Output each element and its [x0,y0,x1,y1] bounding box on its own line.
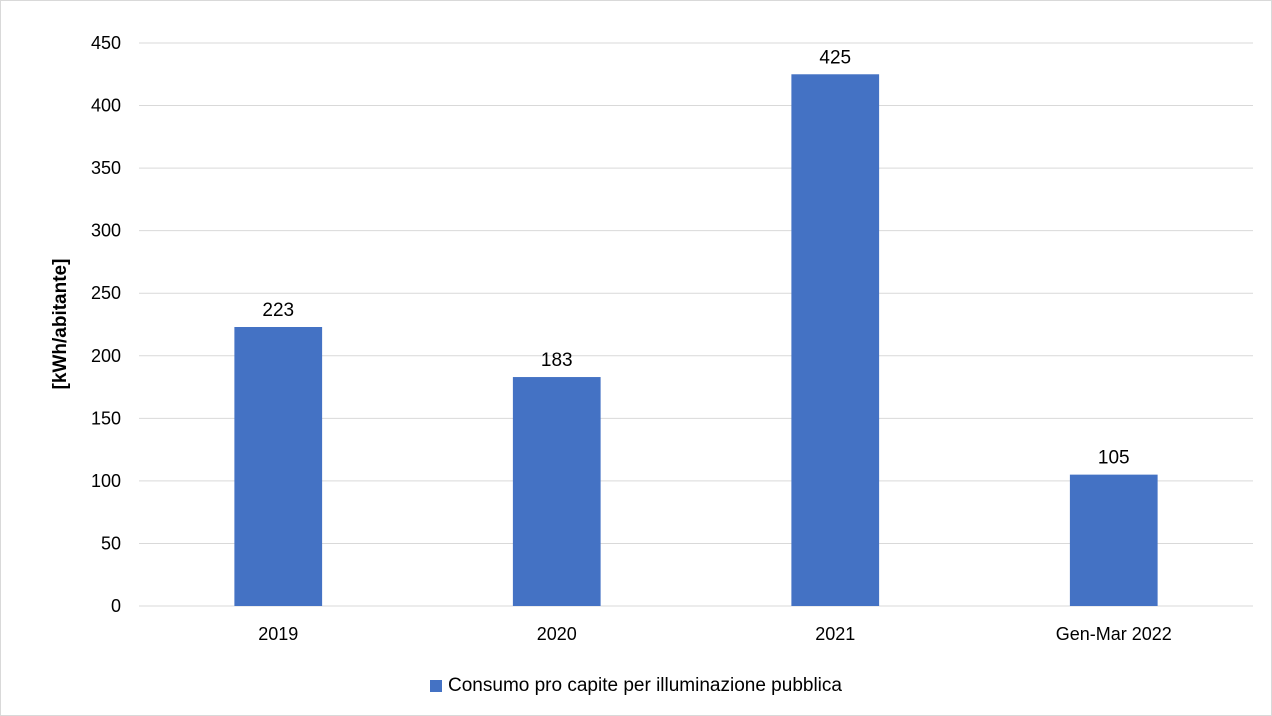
x-tick-label: 2019 [258,624,298,644]
data-labels: 223 183 425 105 [262,47,1129,468]
y-tick-label: 200 [91,346,121,366]
y-tick-label: 450 [91,33,121,53]
bar [512,377,601,606]
y-tick-label: 50 [101,533,121,553]
y-tick-label: 300 [91,221,121,241]
y-tick-label: 0 [111,596,121,616]
bar [791,74,880,607]
legend-label: Consumo pro capite per illuminazione pub… [448,675,842,696]
bar-value-label: 223 [262,300,294,321]
y-axis-title: [kWh/abitante] [50,259,71,390]
bar [234,327,323,606]
bars [234,74,1158,607]
legend: Consumo pro capite per illuminazione pub… [1,675,1271,697]
gridlines [139,42,1253,607]
y-tick-label: 100 [91,471,121,491]
y-axis-ticks: 0 50 100 150 200 250 300 350 400 450 [91,33,121,616]
bar-value-label: 425 [819,47,851,68]
x-tick-label: 2021 [815,624,855,644]
y-tick-label: 350 [91,158,121,178]
x-axis-ticks: 2019 2020 2021 Gen-Mar 2022 [258,624,1172,644]
bar-value-label: 183 [541,350,573,371]
y-tick-label: 250 [91,283,121,303]
x-tick-label: 2020 [537,624,577,644]
bar-chart: 223 183 425 105 0 50 100 150 200 250 300 350 400 450… [50,33,1253,644]
bar-value-label: 105 [1098,448,1130,469]
x-tick-label: Gen-Mar 2022 [1056,624,1172,644]
legend-swatch [430,680,443,692]
bar [1069,474,1158,606]
y-tick-label: 150 [91,408,121,428]
y-tick-label: 400 [91,96,121,116]
